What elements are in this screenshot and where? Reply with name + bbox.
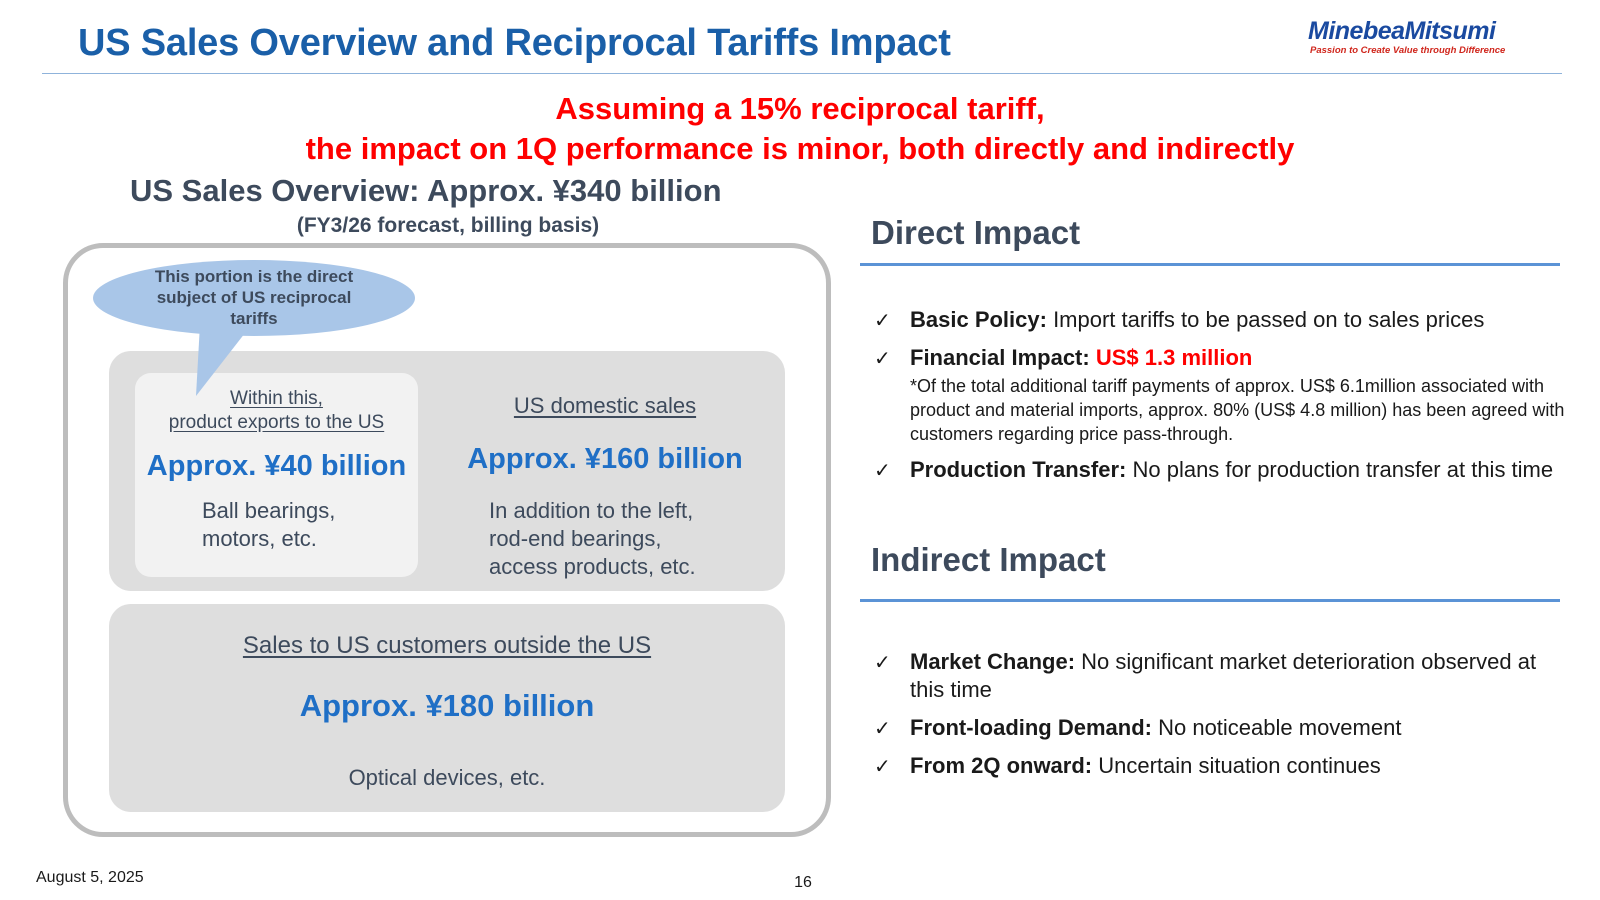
footer-date: August 5, 2025 [36,869,144,886]
check-icon: ✓ [874,308,891,332]
item-text: No plans for production transfer at this… [1126,457,1554,482]
check-icon: ✓ [874,650,891,674]
item-text: Import tariffs to be passed on to sales … [1046,307,1485,332]
direct-impact-heading: Direct Impact [871,214,1081,251]
list-item: ✓ Front-loading Demand: No noticeable mo… [870,714,1570,742]
title-divider [42,73,1562,74]
check-icon: ✓ [874,716,891,740]
domestic-label: US domestic sales [513,393,697,418]
domestic-desc-line-1: In addition to the left, [489,498,694,523]
item-label: Financial Impact: [910,345,1090,370]
financial-impact-note: *Of the total additional tariff payments… [910,376,1565,444]
exports-desc-line-1: Ball bearings, [202,498,336,523]
exports-label-line-1: Within this, [230,388,323,409]
page-number: 16 [794,874,812,891]
item-label: Market Change: [910,649,1076,674]
item-text: No noticeable movement [1151,715,1402,740]
check-icon: ✓ [874,754,891,778]
check-icon: ✓ [874,346,891,370]
logo-name: MinebeaMitsumi [1308,17,1496,45]
exports-label-line-2: product exports to the US [168,412,385,433]
company-logo: MinebeaMitsumi Passion to Create Value t… [1308,17,1544,56]
list-item: ✓ From 2Q onward: Uncertain situation co… [870,752,1570,780]
financial-impact-value: US$ 1.3 million [1095,345,1253,370]
key-message: Assuming a 15% reciprocal tariff, the im… [0,89,1600,169]
check-icon: ✓ [874,458,891,482]
list-item: ✓ Basic Policy: Import tariffs to be pas… [870,306,1590,334]
domestic-desc-line-2: rod-end bearings, [489,526,662,551]
direct-impact-list: ✓ Basic Policy: Import tariffs to be pas… [870,306,1590,494]
overview-subtitle: (FY3/26 forecast, billing basis) [296,214,600,237]
exports-label: Within this, product exports to the US [135,387,418,435]
item-label: Front-loading Demand: [910,715,1152,740]
domestic-desc-line-3: access products, etc. [489,554,696,579]
indirect-impact-divider [860,599,1560,602]
page-title: US Sales Overview and Reciprocal Tariffs… [78,22,951,64]
list-item: ✓ Financial Impact: US$ 1.3 million *Of … [870,344,1590,446]
outside-us-description: Optical devices, etc. [348,765,546,790]
direct-impact-divider [860,263,1560,266]
exports-value: Approx. ¥40 billion [146,450,407,482]
indirect-impact-list: ✓ Market Change: No significant market d… [870,648,1570,790]
item-label: From 2Q onward: [910,753,1093,778]
item-text: No significant market deterioration obse… [910,649,1537,702]
key-message-line-2: the impact on 1Q performance is minor, b… [305,131,1295,166]
exports-description: Ball bearings, motors, etc. [202,497,335,553]
key-message-line-1: Assuming a 15% reciprocal tariff, [555,91,1045,126]
item-label: Production Transfer: [910,457,1127,482]
domestic-value: Approx. ¥160 billion [467,443,743,475]
outside-us-value: Approx. ¥180 billion [299,688,595,723]
tariff-callout-text: This portion is the direct subject of US… [154,267,354,328]
list-item: ✓ Market Change: No significant market d… [870,648,1570,704]
item-label: Basic Policy: [910,307,1047,332]
tariff-callout-bubble [93,260,415,336]
indirect-impact-heading: Indirect Impact [871,541,1106,578]
item-text: Uncertain situation continues [1092,753,1381,778]
outside-us-label: Sales to US customers outside the US [242,632,652,659]
exports-panel [135,373,418,577]
outside-us-sales-panel [109,604,785,812]
logo-tagline: Passion to Create Value through Differen… [1310,45,1506,56]
list-item: ✓ Production Transfer: No plans for prod… [870,456,1590,484]
overview-title: US Sales Overview: Approx. ¥340 billion [130,173,722,208]
domestic-description: In addition to the left, rod-end bearing… [489,497,696,581]
exports-desc-line-2: motors, etc. [202,526,317,551]
